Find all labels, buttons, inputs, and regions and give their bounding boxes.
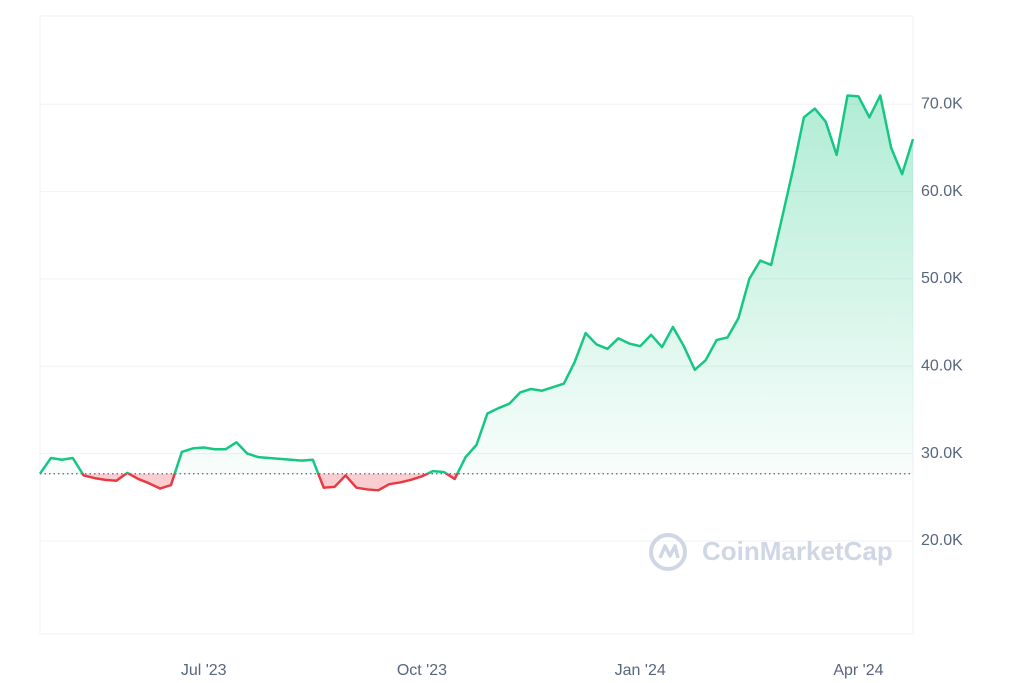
price-area: [40, 95, 913, 491]
watermark-logo: [649, 533, 687, 571]
x-tick-label: Apr '24: [833, 662, 883, 679]
price-line: [38, 94, 915, 492]
y-tick-label: 40.0K: [921, 357, 963, 374]
watermark-logo-mark: [658, 544, 680, 559]
watermark: CoinMarketCap: [649, 533, 893, 571]
y-tick-label: 20.0K: [921, 532, 963, 549]
x-tick-label: Oct '23: [397, 662, 447, 679]
y-tick-label: 30.0K: [921, 445, 963, 462]
x-tick-label: Jan '24: [615, 662, 666, 679]
y-tick-label: 70.0K: [921, 95, 963, 112]
watermark-text: CoinMarketCap: [702, 536, 893, 566]
y-tick-label: 60.0K: [921, 183, 963, 200]
y-tick-label: 50.0K: [921, 270, 963, 287]
x-tick-label: Jul '23: [181, 662, 227, 679]
